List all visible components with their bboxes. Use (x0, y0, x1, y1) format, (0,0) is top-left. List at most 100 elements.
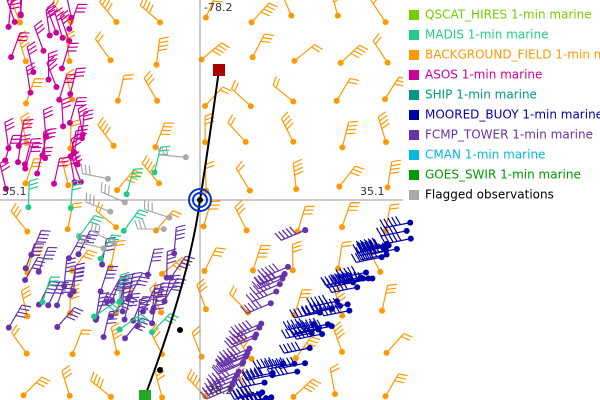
wind-barb (90, 221, 115, 244)
station (407, 219, 414, 226)
station (337, 59, 344, 66)
wind-barb (95, 201, 117, 228)
station (100, 334, 107, 341)
wind-barb (122, 282, 133, 312)
station (202, 14, 209, 21)
legend-swatch (409, 70, 419, 80)
legend-label: FCMP_TOWER 1-min marine (425, 128, 593, 142)
legend-swatch (409, 150, 419, 160)
station (56, 96, 63, 103)
station (104, 175, 111, 182)
station (167, 274, 174, 281)
station (134, 322, 141, 329)
wind-barb (36, 146, 53, 174)
wind-barb (306, 294, 338, 308)
station (357, 274, 364, 281)
wind-barb (370, 0, 387, 23)
station (253, 331, 260, 338)
wind-barb (119, 313, 149, 331)
wind-barb (46, 56, 58, 88)
station (393, 245, 400, 252)
wind-barb (231, 385, 263, 399)
wind-barb (274, 226, 306, 241)
wind-barb (69, 67, 86, 95)
station (53, 29, 60, 36)
station (383, 139, 390, 146)
station (123, 191, 130, 198)
wind-barb (69, 129, 86, 157)
station (151, 169, 158, 176)
wind-barb (56, 280, 76, 306)
wind-barb (99, 0, 117, 23)
wind-barb (147, 248, 164, 275)
wind-barb (139, 0, 161, 23)
station (229, 381, 236, 388)
station (54, 302, 61, 309)
wind-barb (116, 169, 143, 191)
wind-barb (375, 224, 407, 237)
station (22, 165, 29, 172)
wind-barb (69, 96, 87, 124)
wind-barb (24, 256, 48, 281)
station (2, 185, 9, 192)
station (382, 96, 389, 103)
wind-barb (166, 248, 177, 278)
wind-barb (241, 368, 273, 381)
wind-barb (295, 336, 321, 359)
station (46, 32, 53, 39)
station (34, 170, 41, 177)
station (247, 103, 254, 110)
station (281, 271, 288, 278)
station (403, 227, 410, 234)
legend-label: MADIS 1-min marine (425, 28, 548, 42)
wind-barb (272, 76, 294, 102)
station (107, 208, 114, 215)
station (15, 159, 22, 166)
wind-barb (204, 112, 215, 143)
station (54, 324, 61, 331)
station (384, 59, 391, 66)
wind-barb (204, 376, 235, 391)
wind-barb (69, 151, 80, 183)
station (243, 227, 250, 234)
legend-swatch (409, 130, 419, 140)
station (66, 58, 73, 65)
station (302, 360, 309, 367)
wind-barb (293, 378, 322, 398)
station (120, 227, 127, 234)
wind-barb (61, 96, 72, 127)
wind-barb (6, 0, 17, 23)
station (344, 301, 351, 308)
station (69, 96, 76, 103)
station (155, 180, 162, 187)
axis-label: 35.1 (360, 185, 385, 198)
wind-barb (141, 154, 160, 184)
wind-barb (100, 265, 119, 292)
station (160, 226, 167, 233)
wind-barb (149, 323, 163, 355)
station (149, 329, 156, 336)
station (346, 307, 353, 314)
wind-barb (53, 156, 70, 184)
wind-barb (134, 219, 164, 230)
legend-swatch (409, 190, 419, 200)
station (284, 263, 291, 270)
wind-barb (23, 376, 51, 396)
wind-barb (76, 232, 104, 249)
station (58, 65, 65, 72)
station (383, 349, 390, 356)
station (158, 309, 165, 316)
station (291, 57, 298, 64)
wind-barb (137, 296, 149, 326)
station (239, 360, 246, 367)
wind-barb (230, 79, 252, 107)
legend: QSCAT_HIRES 1-min marine MADIS 1-min mari… (403, 2, 600, 208)
axis-label: -78.2 (204, 1, 232, 14)
wind-barb (61, 42, 79, 69)
station (11, 18, 18, 25)
wind-barb (0, 157, 11, 189)
station (5, 324, 12, 331)
wind-barb (252, 357, 284, 370)
station (339, 312, 346, 319)
